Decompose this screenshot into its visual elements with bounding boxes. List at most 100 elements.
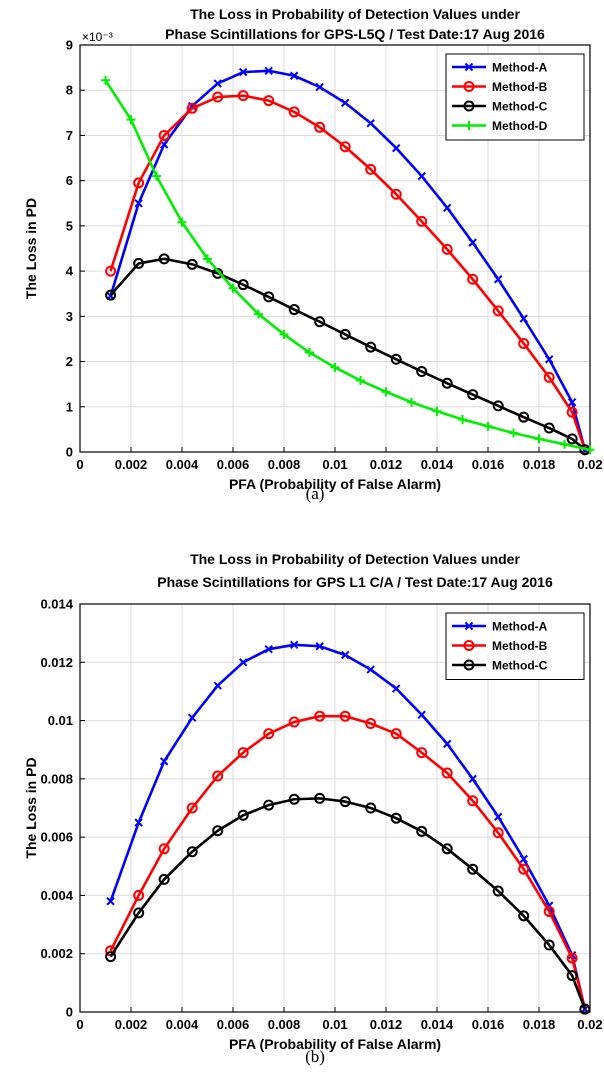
y-tick-label: 2: [66, 354, 73, 369]
x-tick-label: 0: [76, 457, 83, 472]
data-point: [518, 910, 530, 922]
data-point: [101, 75, 110, 85]
data-point: [158, 843, 170, 855]
data-point: [365, 717, 377, 729]
data-point: [416, 825, 428, 837]
legend-swatch-marker: [464, 121, 474, 130]
y-axis-label: The Loss in PD: [23, 757, 39, 858]
data-point: [366, 665, 375, 674]
data-point: [289, 71, 299, 80]
data-point: [519, 854, 528, 864]
data-point: [263, 799, 275, 811]
x-tick-label: 0.014: [421, 1017, 454, 1032]
data-point: [186, 258, 198, 270]
chart-title-line: The Loss in Probability of Detection Val…: [190, 6, 520, 22]
series-method-a: [106, 640, 590, 1014]
data-point: [543, 939, 555, 951]
data-point: [126, 115, 136, 125]
data-point: [203, 254, 212, 264]
x-tick-label: 0.012: [370, 457, 403, 472]
legend: Method-A Method-B Method-C Method-D: [445, 53, 585, 141]
data-point: [566, 970, 578, 982]
data-point: [305, 348, 314, 358]
data-point: [339, 141, 351, 153]
y-tick-label: 0.006: [40, 830, 73, 845]
data-point: [133, 177, 145, 189]
data-point: [416, 215, 428, 227]
legend-entry-label: Method-D: [492, 119, 548, 133]
x-tick-label: 0.018: [523, 457, 556, 472]
data-point: [492, 885, 504, 897]
data-point: [492, 305, 504, 317]
data-point: [152, 171, 161, 181]
y-tick-label: 0.008: [40, 771, 73, 786]
x-tick-label: 0.016: [472, 1017, 505, 1032]
series-method-b: [105, 90, 591, 456]
chart-title-line: Phase Scintillations for GPS-L5Q / Test …: [165, 26, 545, 42]
data-point: [518, 337, 530, 349]
data-point: [228, 283, 238, 293]
data-point: [105, 289, 117, 301]
data-point: [339, 328, 351, 340]
legend-swatch-marker: [464, 62, 474, 72]
legend-entry-label: Method-B: [492, 80, 548, 94]
y-tick-label: 4: [66, 264, 74, 279]
data-point: [468, 774, 477, 784]
data-point: [288, 793, 300, 805]
series-line: [109, 643, 587, 1010]
data-point: [442, 203, 452, 213]
data-point: [134, 818, 143, 827]
data-point: [391, 684, 401, 693]
data-point: [315, 82, 324, 92]
legend-swatch-marker: [463, 100, 475, 112]
data-point: [417, 171, 426, 181]
y-tick-label: 0.014: [40, 597, 73, 612]
data-point: [442, 739, 452, 749]
data-point: [133, 907, 145, 919]
data-point: [212, 770, 224, 782]
data-point: [264, 66, 273, 75]
y-tick-label: 7: [66, 128, 73, 143]
data-point: [158, 873, 170, 885]
data-point: [432, 406, 442, 416]
data-point: [543, 905, 555, 917]
data-point: [366, 119, 375, 128]
data-point: [314, 121, 326, 133]
data-point: [518, 411, 530, 423]
data-point: [518, 863, 530, 875]
series-method-d: [101, 75, 595, 455]
chart-a: 0 0.002 0.004 0.006 0.008 0.01 0.012 0.014 0.016…: [23, 6, 603, 503]
data-point: [493, 812, 503, 821]
data-point: [212, 825, 224, 837]
data-point: [566, 406, 578, 418]
data-point: [238, 658, 248, 667]
data-point: [416, 747, 428, 759]
data-point: [133, 889, 145, 901]
x-tick-label: 0.004: [166, 1017, 199, 1032]
data-point: [468, 238, 477, 247]
data-point: [467, 273, 479, 285]
y-tick-label: 0.002: [40, 946, 73, 961]
axes-box: [79, 603, 591, 1013]
data-point: [339, 710, 351, 722]
data-point: [390, 812, 402, 824]
data-point: [492, 400, 504, 412]
series-line: [109, 69, 587, 451]
data-point: [159, 757, 169, 766]
data-point: [566, 952, 578, 964]
y-tick-label: 8: [66, 83, 73, 98]
data-point: [314, 316, 326, 328]
data-point: [483, 421, 493, 431]
series-line: [104, 79, 591, 452]
data-point: [390, 353, 402, 365]
x-tick-label: 0.002: [115, 457, 148, 472]
data-point: [417, 710, 426, 719]
data-point: [441, 843, 453, 855]
data-point: [315, 642, 324, 651]
figure-caption: (b): [305, 1047, 325, 1066]
legend-entry-label: Method-A: [492, 61, 548, 75]
chart-b: 0 0.002 0.004 0.006 0.008 0.01 0.012 0.014 0.016…: [23, 551, 603, 1066]
y-tick-label: 0.012: [40, 655, 73, 670]
y-tick-label: 0: [66, 1005, 73, 1020]
